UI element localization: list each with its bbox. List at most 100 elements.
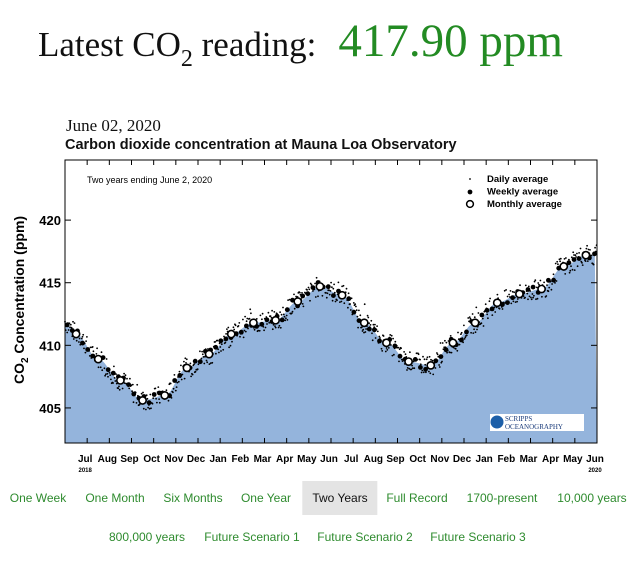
daily-point: [528, 295, 531, 298]
legend-label: Weekly average: [487, 187, 558, 198]
daily-point: [376, 330, 379, 333]
daily-point: [494, 311, 497, 313]
daily-point: [568, 271, 571, 274]
range-button-future-scenario-3[interactable]: Future Scenario 3: [430, 530, 526, 544]
daily-point: [105, 358, 108, 360]
daily-point: [430, 358, 432, 361]
daily-point: [443, 346, 446, 349]
range-button-1700-present[interactable]: 1700-present: [466, 491, 538, 505]
legend-monthly-marker: [465, 199, 475, 209]
latest-reading-label: Latest CO2 reading:: [38, 25, 317, 72]
daily-point: [428, 355, 431, 358]
x-tick-label: Jan: [476, 454, 493, 465]
range-button-one-month[interactable]: One Month: [85, 491, 145, 505]
daily-point: [352, 302, 355, 304]
daily-point: [136, 383, 139, 386]
daily-point: [550, 288, 553, 291]
daily-point: [173, 374, 176, 376]
range-button-10-000-years[interactable]: 10,000 years: [557, 491, 627, 505]
y-tick-label: 405: [39, 401, 61, 416]
daily-point: [185, 362, 187, 364]
range-button-one-week[interactable]: One Week: [9, 491, 67, 505]
daily-point: [431, 359, 434, 362]
daily-point: [496, 293, 499, 296]
monthly-point: [182, 363, 192, 373]
daily-point: [244, 315, 247, 318]
weekly-point: [284, 307, 290, 313]
daily-point: [158, 398, 161, 400]
weekly-point: [484, 307, 490, 313]
chart-annotation: Two years ending June 2, 2020: [87, 175, 212, 185]
daily-point: [576, 252, 578, 255]
daily-point: [312, 290, 314, 292]
daily-point: [332, 287, 335, 290]
daily-point: [555, 280, 558, 282]
range-button-future-scenario-1[interactable]: Future Scenario 1: [204, 530, 300, 544]
weekly-point: [397, 353, 403, 359]
weekly-point: [372, 327, 377, 333]
range-button-full-record[interactable]: Full Record: [386, 491, 448, 505]
daily-point: [463, 338, 466, 340]
daily-point: [274, 325, 276, 327]
daily-point: [337, 281, 340, 284]
daily-point: [445, 341, 448, 344]
weekly-point: [566, 260, 572, 266]
daily-point: [147, 406, 150, 409]
daily-point: [278, 324, 281, 327]
daily-point: [217, 348, 220, 351]
daily-point: [69, 326, 71, 329]
weekly-point: [238, 329, 244, 335]
daily-point: [527, 285, 530, 288]
range-button-future-scenario-2[interactable]: Future Scenario 2: [317, 530, 413, 544]
daily-point: [421, 369, 424, 372]
daily-point: [69, 323, 72, 326]
daily-point: [148, 407, 151, 410]
daily-point: [315, 276, 318, 279]
range-button-six-months[interactable]: Six Months: [163, 491, 223, 505]
daily-point: [398, 348, 401, 351]
daily-point: [488, 300, 491, 303]
daily-point: [468, 316, 471, 318]
daily-point: [261, 312, 264, 315]
x-tick-label: Jun: [586, 454, 604, 465]
daily-point: [123, 382, 126, 384]
daily-point: [381, 350, 384, 352]
daily-point: [394, 340, 397, 343]
daily-point: [345, 287, 348, 290]
daily-point: [280, 313, 283, 316]
range-button-two-years[interactable]: Two Years: [302, 481, 378, 515]
x-tick-label: Jul: [344, 454, 359, 465]
daily-point: [113, 365, 115, 368]
daily-point: [410, 368, 413, 371]
daily-point: [592, 263, 595, 266]
daily-point: [100, 351, 103, 354]
daily-point: [242, 336, 245, 339]
monthly-point: [71, 329, 81, 339]
range-button-one-year[interactable]: One Year: [240, 491, 292, 505]
range-button-800-000-years[interactable]: 800,000 years: [108, 530, 186, 544]
daily-point: [510, 302, 513, 305]
daily-point: [205, 359, 208, 362]
daily-point: [92, 350, 95, 353]
daily-point: [586, 244, 588, 247]
daily-point: [283, 315, 286, 318]
daily-point: [167, 399, 170, 402]
daily-point: [150, 407, 152, 410]
monthly-point: [581, 250, 591, 260]
daily-point: [524, 296, 526, 299]
daily-point: [355, 305, 357, 308]
x-tick-label: Dec: [453, 454, 472, 465]
daily-point: [384, 350, 387, 353]
daily-point: [216, 339, 219, 342]
daily-point: [177, 380, 180, 383]
daily-point: [530, 296, 532, 299]
daily-point: [339, 301, 341, 303]
weekly-point: [412, 357, 418, 362]
daily-point: [142, 407, 145, 410]
daily-point: [264, 326, 267, 329]
daily-point: [267, 311, 270, 314]
daily-point: [341, 285, 343, 288]
daily-point: [183, 360, 185, 363]
monthly-point: [359, 318, 369, 328]
x-tick-label: May: [297, 454, 317, 465]
